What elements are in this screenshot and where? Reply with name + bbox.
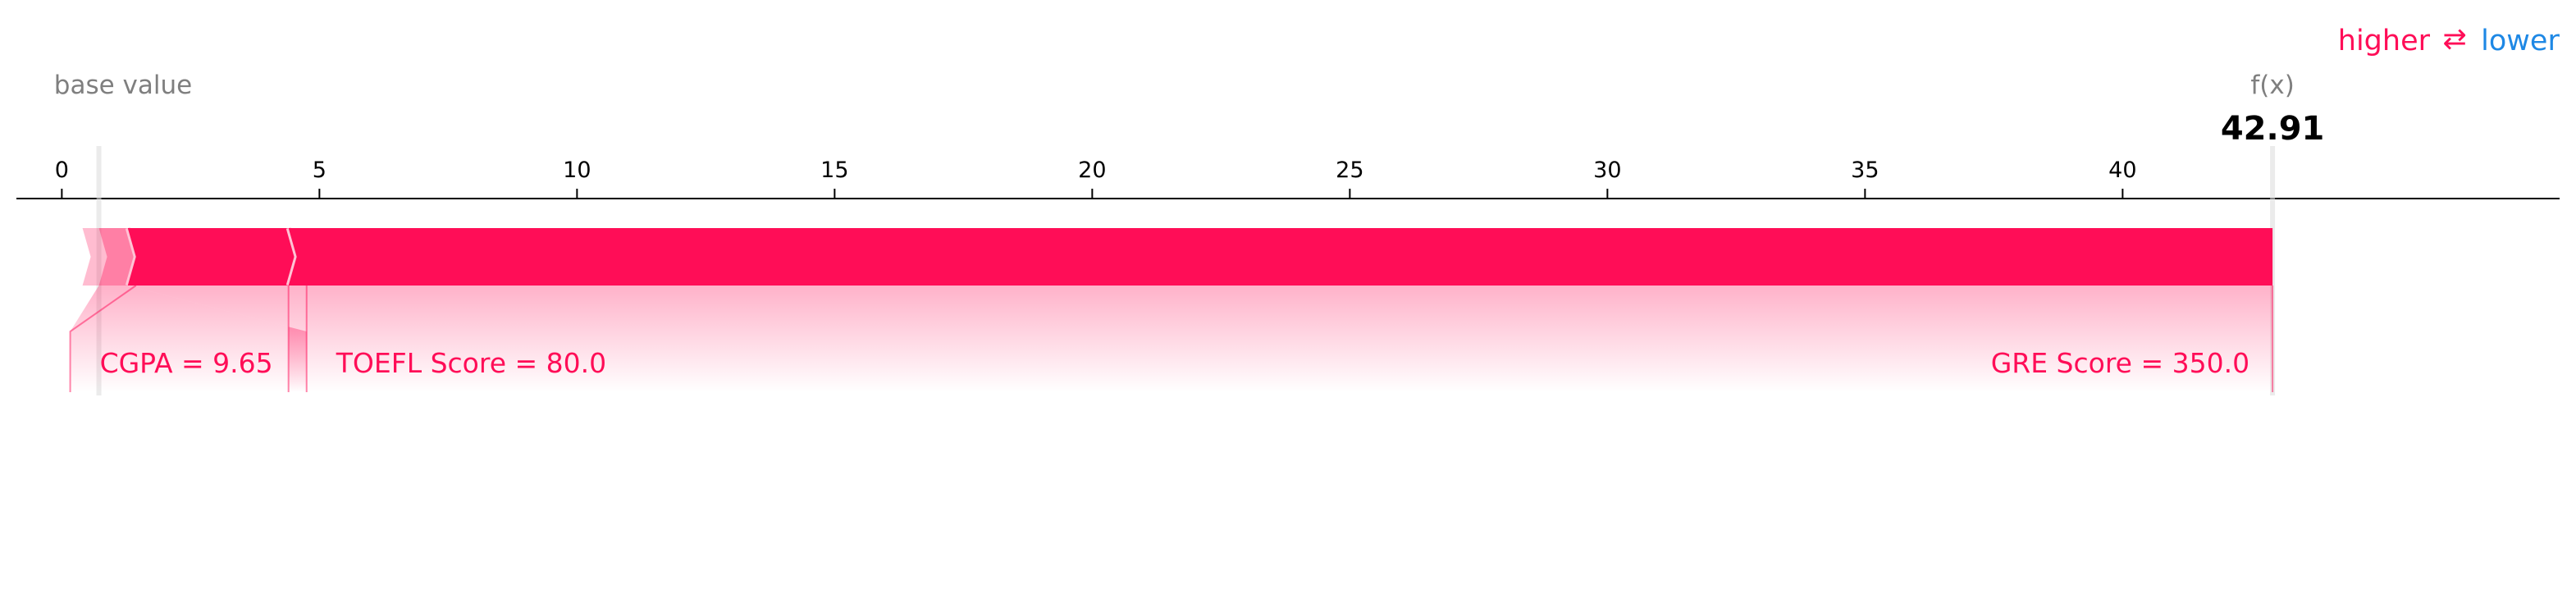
x-tick-label: 40: [2108, 158, 2136, 183]
x-tick-label: 25: [1336, 158, 1363, 183]
feature-bar-segment: [288, 228, 2273, 286]
feature-bars: [82, 227, 2273, 286]
x-tick-label: 35: [1851, 158, 1879, 183]
x-tick-label: 30: [1593, 158, 1621, 183]
feature-labels: CGPA = 9.65 TOEFL Score = 80.0 GRE Score =…: [100, 347, 2250, 379]
feature-label: TOEFL Score = 80.0: [336, 347, 606, 379]
feature-connector: [69, 285, 137, 392]
x-tick-label: 20: [1078, 158, 1106, 183]
x-tick-label: 15: [820, 158, 848, 183]
feature-bar-segment: [98, 228, 136, 286]
legend-lower: lower: [2481, 25, 2560, 57]
legend-arrow-icon: ⇄: [2442, 23, 2466, 56]
feature-fade: [127, 286, 307, 392]
base-value-label: base value: [54, 71, 192, 100]
x-tick-label: 10: [563, 158, 591, 183]
x-tick-label: 0: [55, 158, 69, 183]
x-tick-label: 5: [313, 158, 327, 183]
x-axis-ticks: 0 5 10 15 20 25 30 35 40: [55, 158, 2137, 199]
feature-bar-segment: [127, 228, 297, 286]
feature-bar-shadow: [82, 228, 136, 286]
legend-higher: higher: [2338, 25, 2431, 57]
feature-label: CGPA = 9.65: [100, 347, 273, 379]
output-label: f(x): [2250, 71, 2294, 100]
feature-fade: [70, 286, 307, 392]
feature-connectors: [69, 285, 2274, 392]
feature-label-fades: [70, 286, 2273, 392]
feature-label: GRE Score = 350.0: [1991, 347, 2249, 379]
base-value-marker: [96, 146, 102, 395]
legend: higher ⇄ lower: [2338, 23, 2560, 57]
output-value: 42.91: [2221, 110, 2325, 148]
feature-fade: [288, 286, 2273, 392]
